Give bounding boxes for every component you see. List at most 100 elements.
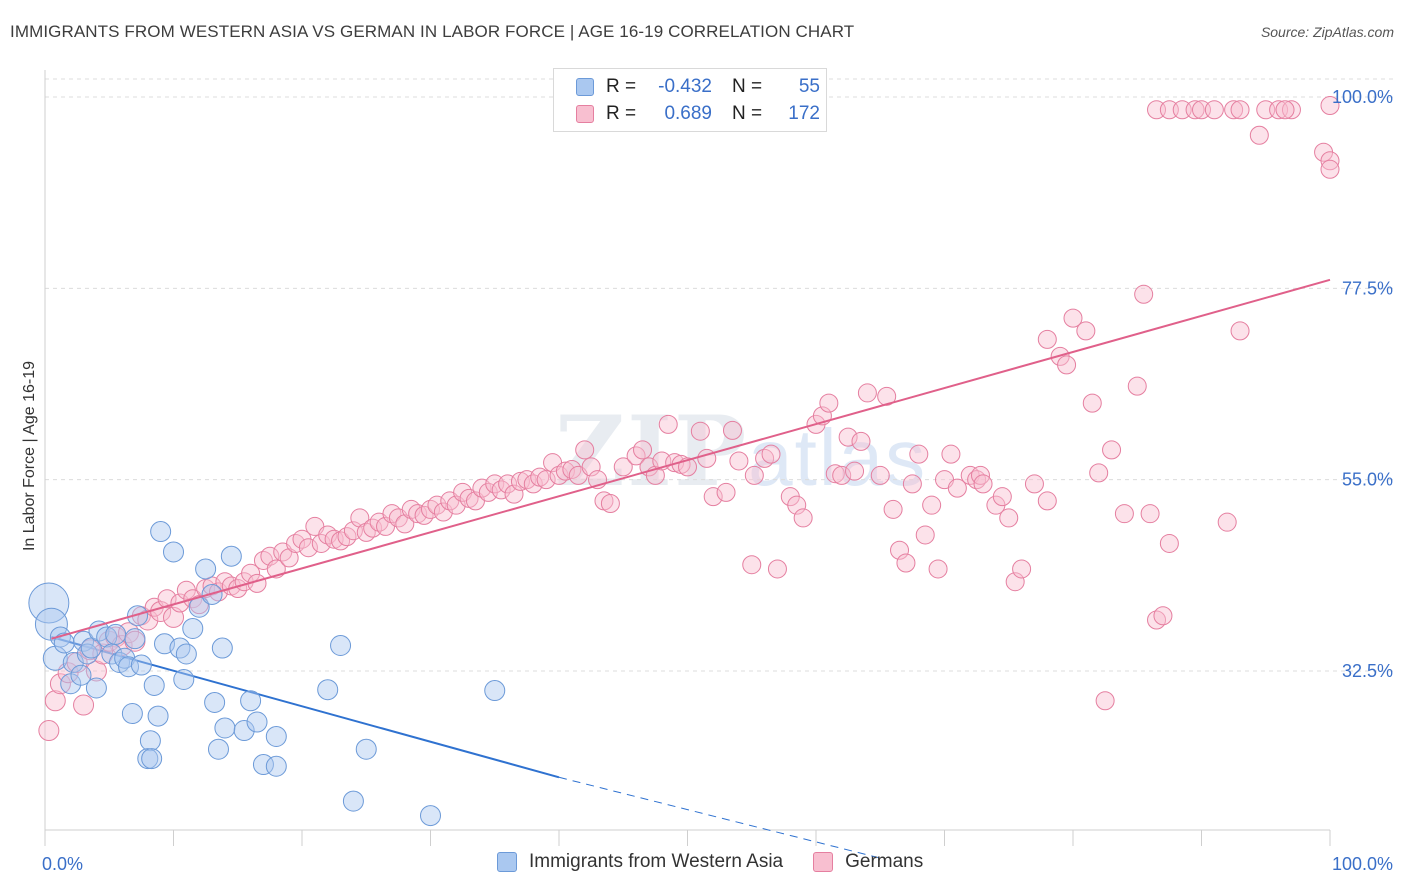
- data-point: [729, 451, 749, 471]
- data-point: [1140, 504, 1160, 524]
- data-point: [744, 465, 764, 485]
- data-point: [600, 493, 620, 513]
- data-point: [1320, 96, 1340, 116]
- legend-label-germans: Germans: [845, 851, 924, 872]
- data-point: [1281, 100, 1301, 120]
- data-point: [973, 474, 993, 494]
- legend-swatch-pink: [576, 105, 594, 123]
- data-point: [716, 482, 736, 502]
- data-point: [137, 609, 159, 631]
- data-point: [633, 440, 653, 460]
- data-point: [317, 679, 339, 701]
- data-point: [928, 559, 948, 579]
- legend-r-label: R =: [606, 76, 637, 97]
- data-point: [147, 705, 169, 727]
- data-point: [1230, 321, 1250, 341]
- data-point: [279, 548, 299, 568]
- data-point: [838, 427, 858, 447]
- data-point: [581, 457, 601, 477]
- trend-line-dashed: [558, 776, 881, 859]
- data-point: [76, 643, 98, 665]
- legend-swatch-blue: [497, 852, 517, 872]
- data-point: [1089, 463, 1109, 483]
- axes: [44, 70, 1331, 846]
- data-point: [870, 465, 890, 485]
- data-point: [575, 440, 595, 460]
- y-tick-label: 32.5%: [1342, 661, 1393, 681]
- data-point: [220, 545, 242, 567]
- data-point: [204, 691, 226, 713]
- data-point: [1134, 284, 1154, 304]
- data-point: [342, 790, 364, 812]
- data-point: [536, 470, 556, 490]
- data-point: [992, 487, 1012, 507]
- legend-r-value: -0.432: [658, 76, 712, 97]
- data-point: [214, 717, 236, 739]
- data-point: [722, 420, 742, 440]
- correlation-legend: R = -0.432 N = 55 R = 0.689 N = 172: [553, 68, 827, 132]
- trend-line-immigrants: [51, 636, 881, 859]
- data-point: [96, 626, 118, 648]
- data-point: [70, 664, 92, 686]
- data-point: [408, 504, 428, 524]
- data-point: [92, 643, 114, 665]
- legend-n-label: N =: [732, 76, 763, 97]
- data-point: [246, 711, 268, 733]
- legend-row-immigrants: R = -0.432 N = 55: [576, 73, 820, 101]
- data-point: [1230, 100, 1250, 120]
- legend-r-value: 0.689: [664, 103, 712, 124]
- data-point: [484, 680, 506, 702]
- data-point: [947, 478, 967, 498]
- data-point: [139, 730, 161, 752]
- y-axis-label: In Labor Force | Age 16-19: [21, 360, 38, 552]
- data-point: [941, 444, 961, 464]
- data-point: [1012, 559, 1032, 579]
- data-point: [163, 541, 184, 563]
- data-point: [73, 694, 95, 716]
- legend-item-germans: Germans: [813, 851, 923, 873]
- data-point: [915, 525, 935, 545]
- data-point: [44, 690, 66, 712]
- data-point: [143, 674, 165, 696]
- data-point: [767, 559, 787, 579]
- data-point: [883, 499, 903, 519]
- data-point: [1037, 491, 1057, 511]
- legend-row-germans: R = 0.689 N = 172: [576, 100, 820, 128]
- data-point: [845, 461, 865, 481]
- data-point: [175, 643, 197, 665]
- data-point: [793, 508, 813, 528]
- source-label: Source: ZipAtlas.com: [1260, 24, 1394, 40]
- legend-swatch-pink: [813, 852, 834, 872]
- data-point: [127, 605, 149, 627]
- data-point: [1159, 533, 1179, 553]
- data-point: [909, 444, 929, 464]
- data-point: [121, 703, 143, 725]
- data-point: [703, 487, 723, 507]
- data-point: [690, 421, 710, 441]
- data-point: [851, 431, 871, 451]
- data-point: [53, 632, 75, 654]
- data-point: [999, 508, 1019, 528]
- data-point: [658, 414, 678, 434]
- data-point: [265, 725, 287, 747]
- data-point: [1127, 376, 1147, 396]
- data-point: [742, 555, 762, 575]
- data-point: [555, 461, 575, 481]
- data-point: [1185, 100, 1205, 120]
- data-point: [1249, 125, 1269, 145]
- watermark-atlas: atlas: [748, 413, 928, 502]
- legend-n-label: N =: [732, 103, 763, 124]
- data-point: [1057, 355, 1077, 375]
- data-point: [182, 617, 204, 639]
- data-point: [1037, 329, 1057, 349]
- data-point: [1224, 100, 1244, 120]
- data-point: [1114, 504, 1134, 524]
- data-point: [1095, 691, 1115, 711]
- legend-swatch-blue: [576, 78, 594, 96]
- series-legend: Immigrants from Western Asia Germans: [497, 851, 953, 873]
- data-point: [1217, 512, 1237, 532]
- legend-r-label: R =: [606, 103, 637, 124]
- data-point: [1320, 159, 1340, 179]
- data-point: [124, 628, 146, 650]
- data-point: [877, 386, 897, 406]
